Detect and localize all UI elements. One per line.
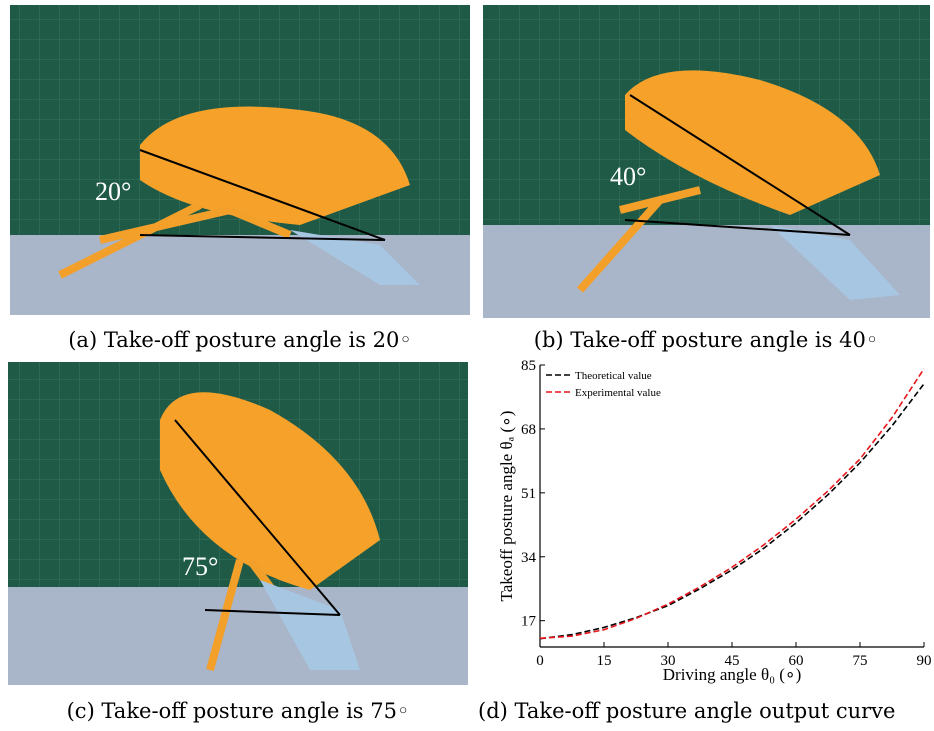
x-axis-label: Driving angle θ₀ (∘): [663, 665, 801, 684]
y-tick-label: 85: [521, 358, 536, 374]
legend-label: Theoretical value: [575, 370, 652, 382]
y-tick-label: 51: [521, 486, 536, 502]
caption: (b) Take-off posture angle is 40◦: [534, 328, 878, 352]
angle-label: 40°: [610, 162, 646, 191]
angle-label: 75°: [182, 552, 218, 581]
y-tick-label: 34: [521, 550, 537, 566]
photo-b: 40°: [483, 5, 930, 318]
y-tick-label: 17: [521, 614, 537, 630]
series-line: [540, 384, 924, 639]
x-tick-label: 75: [853, 653, 868, 669]
photo-a: 20°: [10, 5, 470, 315]
y-tick-label: 68: [521, 422, 536, 438]
caption: (a) Take-off posture angle is 20◦: [68, 328, 412, 352]
x-tick-label: 90: [917, 653, 932, 669]
legend-label: Experimental value: [575, 387, 661, 399]
x-tick-label: 15: [597, 653, 612, 669]
angle-label: 20°: [95, 177, 131, 206]
caption: (c) Take-off posture angle is 75◦: [67, 699, 410, 723]
caption: (d) Take-off posture angle output curve: [478, 699, 895, 723]
figure: 20° 40° 75° (a) Take-off posture angle i…: [0, 0, 934, 731]
x-tick-label: 0: [536, 653, 544, 669]
y-axis-label: Takeoff posture angle θₐ (∘): [497, 411, 516, 602]
photo-c: 75°: [8, 362, 468, 685]
series-line: [540, 369, 924, 639]
